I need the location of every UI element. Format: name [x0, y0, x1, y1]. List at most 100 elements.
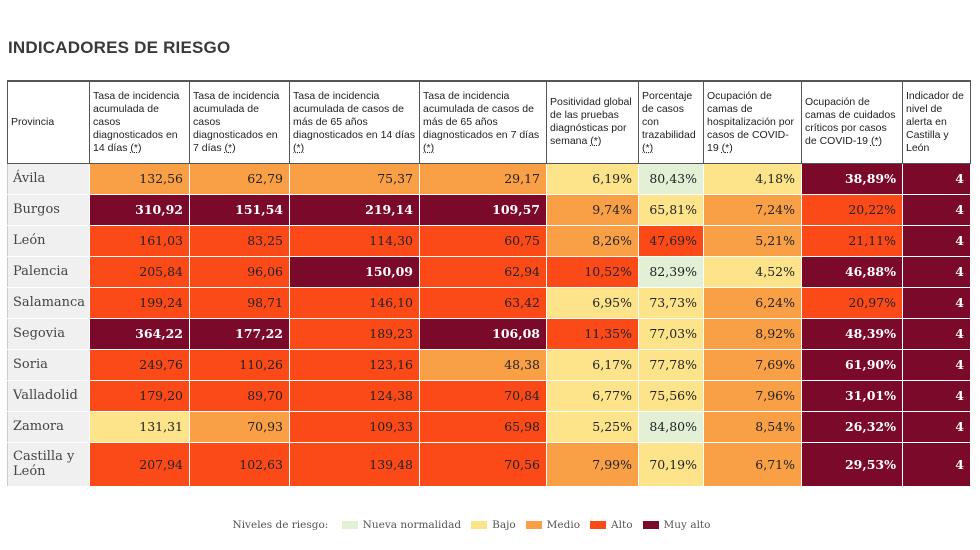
indicator-cell: 6,71% [703, 441, 802, 487]
column-header-text: Tasa de incidencia acumulada de casos de… [293, 89, 416, 141]
legend-item-label: Alto [611, 519, 633, 531]
indicator-cell: 47,69% [638, 224, 704, 257]
indicator-cell: 29,53% [801, 441, 903, 487]
indicator-cell: 150,09 [289, 255, 420, 288]
column-header: Ocupación de camas de hospitalización po… [703, 80, 802, 164]
indicator-cell: 109,57 [419, 193, 547, 226]
column-header-text: Tasa de incidencia acumulada de casos di… [93, 89, 180, 154]
indicator-cell: 10,52% [546, 255, 639, 288]
column-header: Positividad global de las pruebas diagnó… [546, 80, 639, 164]
province-name: Salamanca [7, 286, 90, 319]
indicator-cell: 62,94 [419, 255, 547, 288]
province-name: Castilla y León [7, 441, 90, 487]
table-row: Palencia 205,84 96,06 150,09 62,94 10,52% 82,3… [7, 255, 971, 288]
indicator-cell: 177,22 [189, 317, 290, 350]
indicator-cell: 146,10 [289, 286, 420, 319]
province-name: Burgos [7, 193, 90, 226]
indicator-cell: 106,08 [419, 317, 547, 350]
indicator-cell: 114,30 [289, 224, 420, 257]
indicator-cell: 249,76 [89, 348, 190, 381]
province-name: Segovia [7, 317, 90, 350]
indicator-cell: 8,54% [703, 410, 802, 443]
indicator-cell: 65,98 [419, 410, 547, 443]
indicator-cell: 4 [902, 224, 971, 257]
indicator-cell: 60,75 [419, 224, 547, 257]
legend-label: Niveles de riesgo: [232, 519, 329, 531]
indicator-cell: 29,17 [419, 162, 547, 195]
indicator-cell: 77,78% [638, 348, 704, 381]
indicator-cell: 161,03 [89, 224, 190, 257]
indicator-cell: 207,94 [89, 441, 190, 487]
indicator-cell: 4,52% [703, 255, 802, 288]
indicator-cell: 73,73% [638, 286, 704, 319]
column-header: Indicador de nivel de alerta en Castilla… [902, 80, 971, 164]
indicator-cell: 110,26 [189, 348, 290, 381]
indicator-cell: 7,69% [703, 348, 802, 381]
legend-item-label: Nueva normalidad [362, 519, 462, 531]
indicator-cell: 48,38 [419, 348, 547, 381]
indicator-cell: 31,01% [801, 379, 903, 412]
column-header: Tasa de incidencia acumulada de casos de… [289, 80, 420, 164]
indicator-cell: 20,22% [801, 193, 903, 226]
indicator-cell: 4 [902, 348, 971, 381]
indicator-cell: 4 [902, 379, 971, 412]
indicator-cell: 310,92 [89, 193, 190, 226]
table-row: Valladolid 179,20 89,70 124,38 70,84 6,77% 75,… [7, 379, 971, 412]
indicator-cell: 65,81% [638, 193, 704, 226]
column-header-text: Ocupación de camas de cuidados críticos … [805, 96, 896, 148]
indicator-cell: 82,39% [638, 255, 704, 288]
indicator-cell: 46,88% [801, 255, 903, 288]
indicator-cell: 61,90% [801, 348, 903, 381]
indicator-cell: 4 [902, 162, 971, 195]
legend-item-label: Bajo [492, 519, 516, 531]
indicator-cell: 48,39% [801, 317, 903, 350]
indicator-cell: 83,25 [189, 224, 290, 257]
column-header: Tasa de incidencia acumulada de casos de… [419, 80, 547, 164]
indicator-cell: 7,99% [546, 441, 639, 487]
indicator-cell: 80,43% [638, 162, 704, 195]
legend-item-label: Medio [546, 519, 581, 531]
indicator-cell: 62,79 [189, 162, 290, 195]
indicator-cell: 6,24% [703, 286, 802, 319]
footnote-link[interactable]: (*) [590, 135, 602, 148]
indicator-cell: 205,84 [89, 255, 190, 288]
indicator-cell: 8,26% [546, 224, 639, 257]
indicator-cell: 20,97% [801, 286, 903, 319]
table-row: Segovia 364,22 177,22 189,23 106,08 11,35% 77,… [7, 317, 971, 350]
indicator-cell: 4,18% [703, 162, 802, 195]
province-name: Ávila [7, 162, 90, 195]
indicator-cell: 8,92% [703, 317, 802, 350]
province-name: Valladolid [7, 379, 90, 412]
column-header: Provincia [7, 80, 90, 164]
indicator-cell: 123,16 [289, 348, 420, 381]
indicator-cell: 4 [902, 317, 971, 350]
indicator-cell: 70,93 [189, 410, 290, 443]
indicator-cell: 5,25% [546, 410, 639, 443]
indicator-cell: 6,17% [546, 348, 639, 381]
footnote-link[interactable]: (*) [293, 141, 305, 154]
footnote-link[interactable]: (*) [721, 141, 733, 154]
footnote-link[interactable]: (*) [870, 135, 883, 148]
indicator-cell: 124,38 [289, 379, 420, 412]
footnote-link[interactable]: (*) [130, 141, 142, 154]
indicator-cell: 77,03% [638, 317, 704, 350]
column-header-text: Ocupación de camas de hospitalización po… [707, 89, 794, 154]
footnote-link[interactable]: (*) [423, 141, 435, 154]
risk-legend: Niveles de riesgo: Nueva normalidad Bajo M… [0, 519, 943, 531]
indicator-cell: 139,48 [289, 441, 420, 487]
legend-swatch [471, 521, 488, 529]
footnote-link[interactable]: (*) [642, 141, 654, 154]
column-header: Tasa de incidencia acumulada de casos di… [89, 80, 190, 164]
table-row: Ávila 132,56 62,79 75,37 29,17 6,19% 80,43% 4,1… [7, 162, 971, 195]
indicator-cell: 6,77% [546, 379, 639, 412]
indicator-cell: 4 [902, 193, 971, 226]
table-row: Castilla y León 207,94 102,63 139,48 70,56 7,… [7, 441, 971, 487]
footnote-link[interactable]: (*) [224, 141, 236, 154]
column-header: Porcentaje de casos con trazabilidad (*) [638, 80, 704, 164]
table-row: León 161,03 83,25 114,30 60,75 8,26% 47,69% 5,2… [7, 224, 971, 257]
indicator-cell: 132,56 [89, 162, 190, 195]
indicator-cell: 189,23 [289, 317, 420, 350]
indicator-cell: 96,06 [189, 255, 290, 288]
column-header-text: Porcentaje de casos con trazabilidad [642, 89, 696, 141]
legend-swatch [525, 521, 542, 529]
